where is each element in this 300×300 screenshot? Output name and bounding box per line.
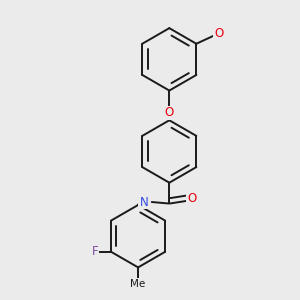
Text: F: F (92, 245, 98, 258)
Text: H: H (139, 197, 147, 207)
Text: Me: Me (130, 279, 146, 289)
Text: O: O (214, 27, 223, 40)
Text: O: O (187, 192, 196, 205)
Text: N: N (140, 196, 148, 208)
Text: O: O (165, 106, 174, 119)
